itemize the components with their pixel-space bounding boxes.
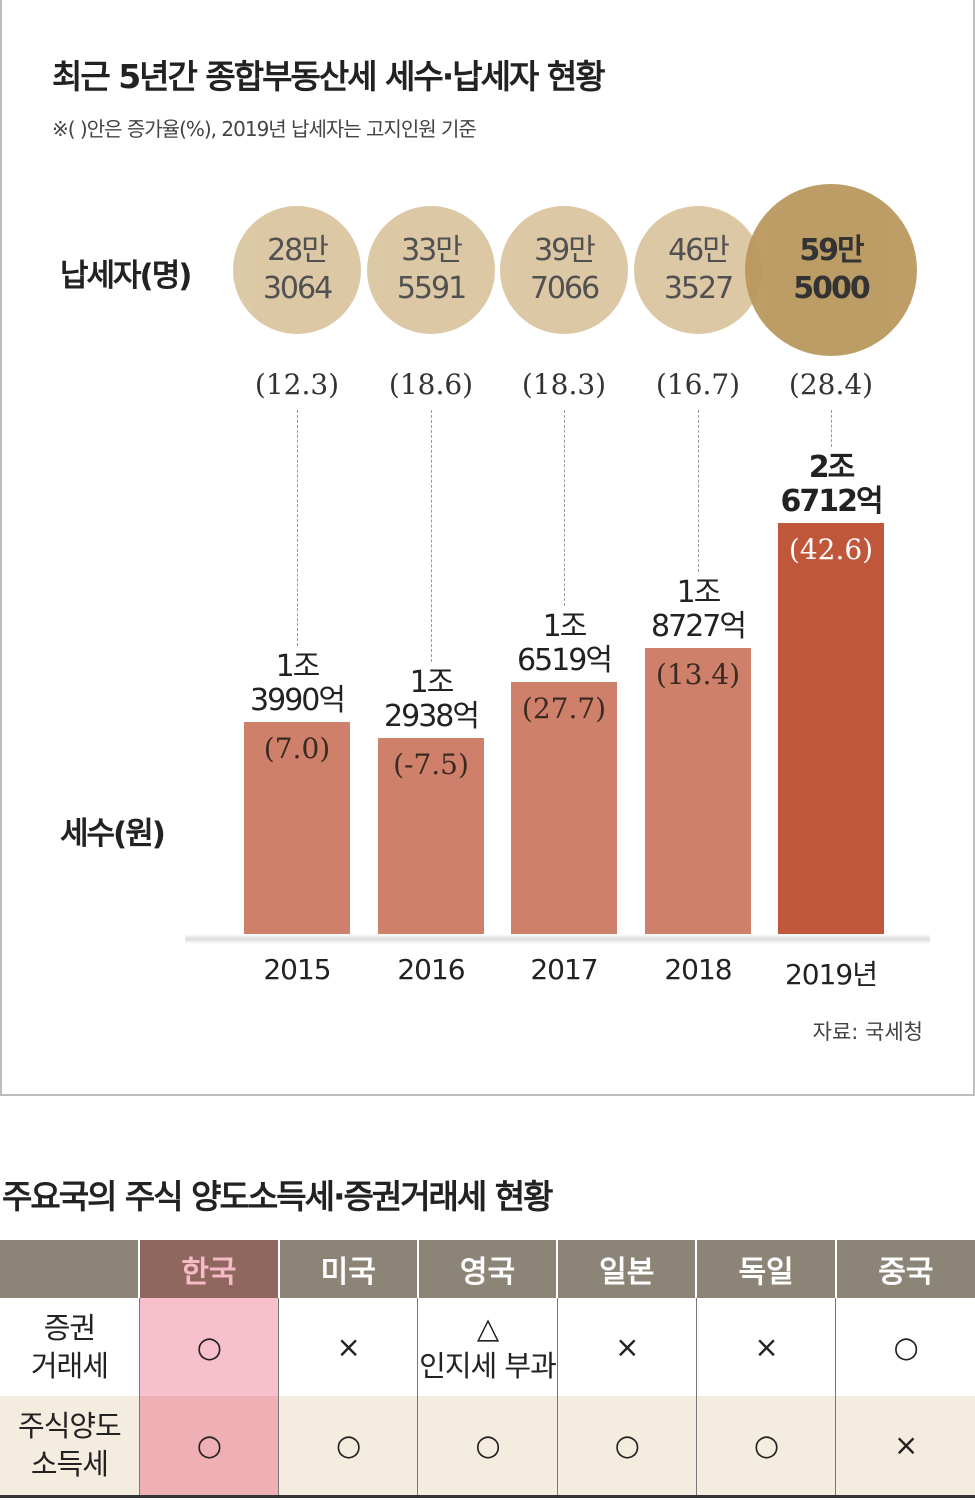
taxpayer-bubble: 33만 5591 — [367, 206, 495, 334]
header-empty — [0, 1240, 140, 1298]
leader-line — [564, 410, 565, 607]
header-china: 중국 — [834, 1240, 975, 1298]
revenue-bar — [511, 682, 617, 940]
cell: × — [278, 1298, 418, 1396]
header-uk: 영국 — [416, 1240, 558, 1298]
revenue-growth: (7.0) — [263, 731, 331, 765]
table-row: 증권 거래세 ○ × △ 인지세 부과 × × ○ — [0, 1298, 975, 1396]
year-label: 2018 — [664, 953, 732, 986]
taxpayer-growth: (16.7) — [655, 368, 741, 401]
baseline-shadow — [185, 934, 930, 944]
table-row: 주식양도 소득세 ○ ○ ○ ○ ○ × — [0, 1396, 975, 1496]
cell-subtext: 인지세 부과 — [419, 1349, 557, 1383]
revenue-value: 1조 6519억 — [517, 609, 613, 679]
taxpayer-growth: (28.4) — [788, 368, 874, 401]
taxpayer-label: 납세자(명) — [60, 258, 192, 294]
tax-comparison-table: 한국 미국 영국 일본 독일 중국 증권 거래세 ○ × △ 인지세 부과 × ×… — [0, 1240, 975, 1498]
table-title: 주요국의 주식 양도소득세·증권거래세 현황 — [2, 1177, 553, 1216]
revenue-bar — [378, 738, 484, 940]
cell: ○ — [138, 1396, 279, 1496]
leader-line — [831, 410, 832, 447]
chart-panel — [0, 0, 975, 1096]
header-korea: 한국 — [138, 1240, 279, 1298]
year-label: 2016 — [397, 953, 465, 986]
taxpayer-growth: (12.3) — [254, 368, 340, 401]
revenue-label: 세수(원) — [60, 816, 166, 852]
taxpayer-growth: (18.6) — [388, 368, 474, 401]
taxpayer-growth: (18.3) — [521, 368, 607, 401]
cell: ○ — [138, 1298, 279, 1396]
header-usa: 미국 — [277, 1240, 418, 1298]
cell: ○ — [556, 1396, 697, 1496]
cell: × — [835, 1396, 975, 1496]
revenue-growth: (42.6) — [788, 533, 874, 566]
year-label: 2015 — [263, 953, 331, 986]
cell: ○ — [278, 1396, 418, 1496]
cell: ○ — [835, 1298, 975, 1396]
revenue-growth: (13.4) — [655, 657, 741, 691]
revenue-growth: (27.7) — [521, 692, 607, 726]
revenue-growth: (-7.5) — [393, 748, 469, 782]
cell: ○ — [695, 1396, 836, 1496]
triangle-mark: △ — [476, 1311, 499, 1345]
cell: △ 인지세 부과 — [417, 1298, 558, 1396]
revenue-bar — [645, 647, 751, 940]
chart-title: 최근 5년간 종합부동산세 세수·납세자 현황 — [52, 57, 606, 96]
taxpayer-bubble: 39만 7066 — [500, 206, 628, 334]
taxpayer-bubble: 28만 3064 — [233, 206, 361, 334]
taxpayer-bubble: 46만 3527 — [634, 206, 762, 334]
leader-line — [698, 410, 699, 572]
revenue-bar — [778, 523, 884, 940]
header-japan: 일본 — [556, 1240, 697, 1298]
cell: ○ — [417, 1396, 558, 1496]
year-label: 2017 — [530, 953, 598, 986]
leader-line — [431, 410, 432, 663]
source-note: 자료: 국세청 — [812, 1020, 923, 1044]
header-germany: 독일 — [695, 1240, 836, 1298]
revenue-bar — [244, 721, 350, 940]
revenue-value: 1조 8727억 — [651, 574, 747, 644]
leader-line — [297, 410, 298, 646]
cell: × — [695, 1298, 836, 1396]
table-header-row: 한국 미국 영국 일본 독일 중국 — [0, 1240, 975, 1298]
cell: × — [556, 1298, 697, 1396]
row-label: 증권 거래세 — [0, 1298, 140, 1396]
row-label: 주식양도 소득세 — [0, 1396, 140, 1496]
revenue-value: 1조 3990억 — [250, 648, 346, 718]
revenue-value: 1조 2938억 — [384, 665, 480, 735]
taxpayer-bubble: 59만 5000 — [745, 184, 917, 356]
revenue-value: 2조 6712억 — [780, 450, 883, 519]
chart-note: ※( )안은 증가율(%), 2019년 납세자는 고지인원 기준 — [52, 117, 477, 141]
year-label: 2019년 — [784, 958, 878, 991]
